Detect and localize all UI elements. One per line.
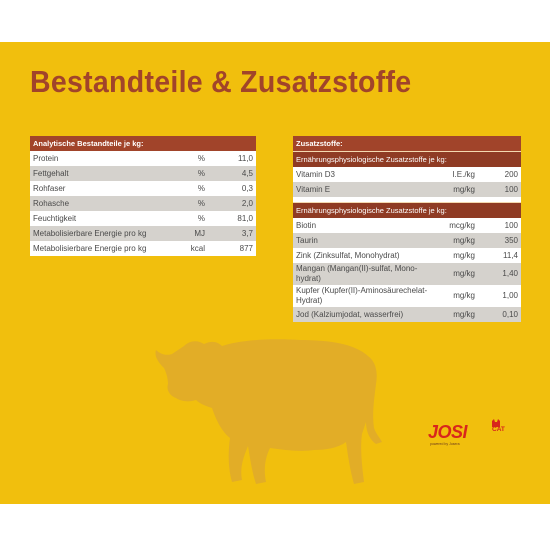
table-row: Jod (Kalziumjodat, wasserfrei) mg/kg 0,10 — [293, 307, 521, 322]
table-row: Feuchtigkeit% 81,0 — [33, 214, 253, 223]
nutritional-additives-header: Ernährungsphysiologische Zusatzstoffe je… — [293, 151, 521, 167]
table-row: Rohfaser% 0,3 — [33, 184, 253, 193]
analytical-header: Analytische Bestandteile je kg: — [30, 136, 256, 151]
table-row: Taurin mg/kg 350 — [293, 233, 521, 248]
table-row: Metabolisierbare Energie pro kg kcal 877 — [33, 244, 253, 253]
josi-cat-logo: JOSI CAT powered by Josera — [428, 419, 505, 446]
logo-brand: JOSI — [428, 422, 468, 442]
table-row: Biotin mcg/kg 100 — [296, 221, 518, 230]
logo-sub: CAT — [492, 426, 505, 433]
table-row: Mangan (Mangan(II)-sulfat, Mono-hydrat) m… — [293, 263, 521, 285]
additives-header: Zusatzstoffe: — [293, 136, 521, 152]
table-spacer — [293, 197, 521, 203]
table-row: Zink (Zinksulfat, Monohydrat) mg/kg 11,4 — [296, 251, 518, 260]
additives-table: Zusatzstoffe: Ernährungsphysiologische Z… — [293, 136, 521, 322]
nutritional-additives-header: Ernährungsphysiologische Zusatzstoffe je… — [293, 202, 521, 218]
logo-by: powered by Josera — [430, 442, 460, 446]
table-row: Metabolisierbare Energie pro kg MJ 3,7 — [30, 226, 256, 241]
content-panel: Bestandteile & Zusatzstoffe Analytische … — [0, 42, 550, 504]
table-row: Fettgehalt% 4,5 — [30, 166, 256, 181]
table-row: Kupfer (Kupfer(II)-Aminosäurechelat-Hydr… — [296, 286, 518, 305]
table-row: Rohasche% 2,0 — [30, 196, 256, 211]
cow-silhouette-icon — [155, 339, 382, 484]
table-row: Vitamin D3 I.E./kg 200 — [296, 170, 518, 179]
cat-icon — [492, 419, 500, 427]
page-title: Bestandteile & Zusatzstoffe — [30, 64, 412, 99]
table-row: Protein% 11,0 — [33, 154, 253, 163]
analytical-components-table: Analytische Bestandteile je kg: Protein%… — [30, 136, 256, 256]
